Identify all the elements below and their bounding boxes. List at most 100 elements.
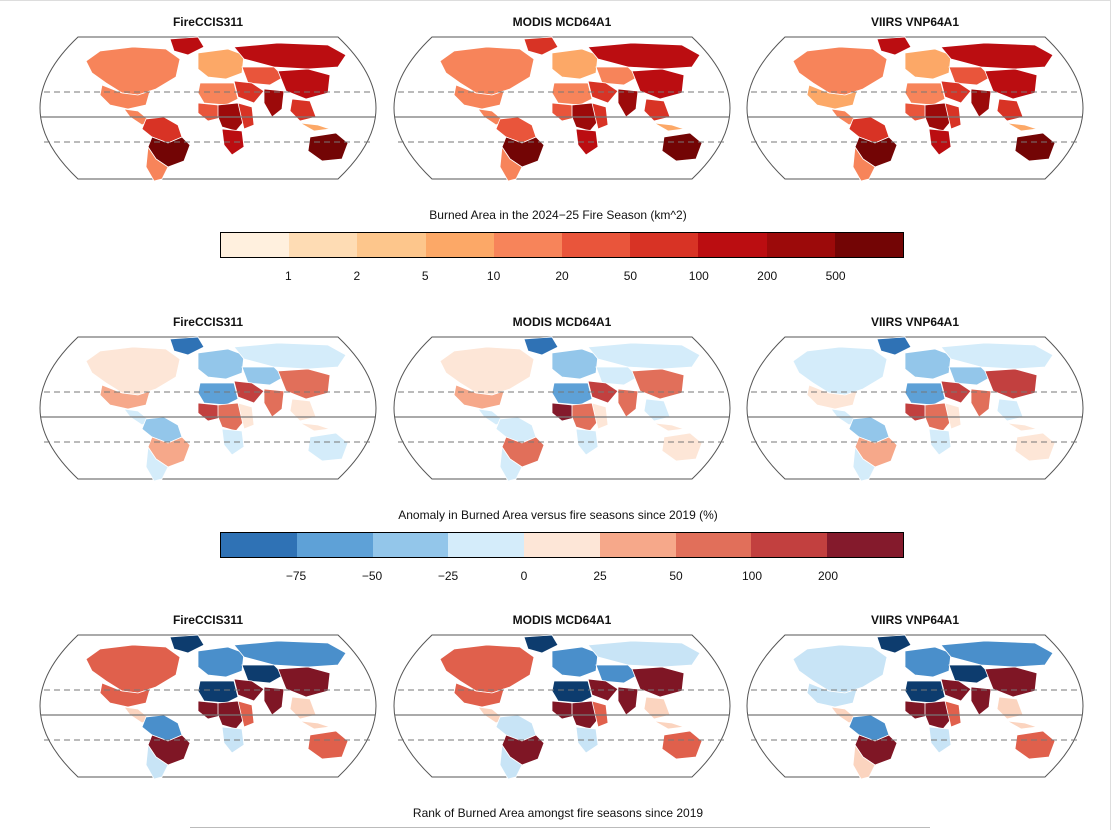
- region-india: [263, 686, 285, 716]
- region-se-asia: [643, 696, 671, 720]
- region-south-america-s: [852, 743, 876, 780]
- region-southern-africa: [928, 726, 952, 754]
- region-australia: [661, 730, 703, 760]
- region-se-asia: [996, 696, 1024, 720]
- region-se-asia: [643, 398, 671, 422]
- colorbar-segment: [425, 233, 494, 257]
- region-se-asia: [289, 398, 317, 422]
- region-east-africa: [944, 700, 962, 728]
- region-russia: [587, 640, 701, 668]
- region-europe: [551, 48, 599, 80]
- region-usa: [806, 682, 858, 708]
- region-russia: [587, 42, 701, 70]
- region-india: [617, 88, 639, 118]
- region-europe: [551, 348, 599, 380]
- region-central-asia: [595, 664, 639, 684]
- region-north-africa: [904, 82, 946, 106]
- region-australia: [1014, 132, 1056, 162]
- region-central-asia: [595, 366, 639, 386]
- region-india: [263, 88, 285, 118]
- region-north-america: [85, 346, 181, 396]
- figure-right-border: [1110, 0, 1111, 830]
- region-australia: [661, 432, 703, 462]
- region-southern-africa: [575, 726, 599, 754]
- region-south-america-s: [145, 445, 169, 482]
- region-north-america: [85, 644, 181, 694]
- colorbar-tick-label: 20: [555, 269, 569, 283]
- region-greenland: [169, 634, 205, 654]
- region-australia: [1014, 432, 1056, 462]
- map-title-modis-anomaly: MODIS MCD64A1: [512, 315, 612, 329]
- region-greenland: [876, 336, 912, 356]
- colorbar-tick-label: 10: [486, 269, 501, 283]
- colorbar-tick-label: 25: [593, 569, 607, 583]
- legend-title-anomaly: Anomaly in Burned Area versus fire seaso…: [398, 508, 718, 522]
- colorbar-segment: [751, 533, 828, 557]
- region-north-america: [439, 46, 535, 96]
- colorbar-tick-label: 50: [669, 569, 683, 583]
- region-south-america-s: [499, 743, 523, 780]
- region-india: [263, 388, 285, 418]
- region-north-africa: [197, 382, 239, 406]
- colorbar-segment: [675, 533, 752, 557]
- region-north-africa: [551, 680, 593, 704]
- colorbar-segment: [221, 233, 290, 257]
- colorbar-tick-label: 100: [688, 269, 709, 283]
- region-europe: [197, 348, 245, 380]
- region-east-africa: [237, 700, 255, 728]
- colorbar-tick-label: −50: [361, 569, 383, 583]
- region-se-asia: [643, 98, 671, 122]
- colorbar-tick-label: 2: [353, 269, 361, 283]
- region-north-america: [85, 46, 181, 96]
- region-indonesia: [299, 720, 331, 730]
- colorbar-segment: [524, 533, 600, 557]
- region-greenland: [876, 634, 912, 654]
- region-usa: [453, 682, 505, 708]
- region-east-africa: [944, 102, 962, 130]
- colorbar-tick-label: 200: [757, 269, 778, 283]
- colorbar-segment: [289, 233, 358, 257]
- region-north-america: [792, 46, 888, 96]
- region-central-asia: [241, 366, 285, 386]
- region-east-africa: [237, 402, 255, 430]
- region-russia: [940, 342, 1054, 370]
- region-north-america: [792, 644, 888, 694]
- map-fireccis-burned: [39, 36, 377, 182]
- legend-title-burned-area: Burned Area in the 2024−25 Fire Season (…: [429, 208, 687, 222]
- region-indonesia: [1006, 720, 1038, 730]
- region-russia: [233, 42, 347, 70]
- region-usa: [806, 84, 858, 110]
- region-australia: [307, 432, 349, 462]
- region-north-africa: [904, 382, 946, 406]
- region-usa: [806, 384, 858, 410]
- region-east-africa: [591, 700, 609, 728]
- colorbar-segment: [827, 533, 904, 557]
- colorbar-tick-label: 1: [285, 269, 292, 283]
- region-greenland: [169, 36, 205, 56]
- region-south-america-s: [145, 743, 169, 780]
- colorbar-segment: [562, 233, 631, 257]
- region-usa: [453, 84, 505, 110]
- figure-top-border: [0, 0, 1110, 1]
- region-india: [617, 686, 639, 716]
- map-viirs-burned: [746, 36, 1084, 182]
- region-se-asia: [289, 696, 317, 720]
- region-southern-africa: [575, 428, 599, 456]
- colorbar-segment: [372, 533, 449, 557]
- colorbar-segment: [448, 533, 525, 557]
- region-north-america: [792, 346, 888, 396]
- region-east-africa: [237, 102, 255, 130]
- region-north-america: [439, 346, 535, 396]
- region-europe: [904, 348, 952, 380]
- map-fireccis-anomaly: [39, 336, 377, 482]
- colorbar-tick-label: 100: [741, 569, 763, 583]
- region-south-america-s: [499, 145, 523, 182]
- region-central-asia: [241, 664, 285, 684]
- region-north-africa: [197, 680, 239, 704]
- region-southern-africa: [221, 726, 245, 754]
- map-modis-rank: [393, 634, 731, 780]
- colorbar-tick-label: 50: [623, 269, 638, 283]
- region-usa: [99, 384, 151, 410]
- map-modis-anomaly: [393, 336, 731, 482]
- region-europe: [551, 646, 599, 678]
